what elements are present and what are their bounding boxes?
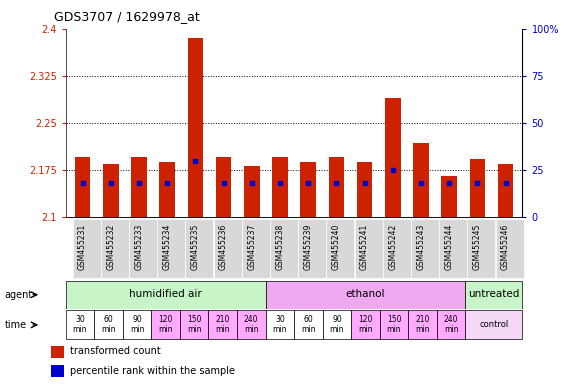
Text: GSM455233: GSM455233: [135, 223, 143, 270]
Bar: [188, 38, 203, 217]
Text: 60
min: 60 min: [101, 315, 116, 334]
Text: 120
min: 120 min: [158, 315, 173, 334]
Text: ethanol: ethanol: [345, 289, 385, 299]
Bar: [66, 281, 266, 309]
Text: time: time: [5, 320, 27, 330]
Bar: [496, 219, 524, 278]
Bar: [380, 311, 408, 339]
Bar: [73, 219, 100, 278]
Bar: [498, 164, 513, 217]
Bar: [385, 98, 400, 217]
Bar: [214, 219, 242, 278]
Bar: [383, 219, 411, 278]
Text: 210
min: 210 min: [215, 315, 230, 334]
Bar: [100, 219, 128, 278]
Bar: [237, 311, 266, 339]
Bar: [216, 157, 231, 217]
Bar: [242, 219, 270, 278]
Bar: [266, 311, 294, 339]
Text: humidified air: humidified air: [129, 289, 202, 299]
Bar: [208, 311, 237, 339]
Text: GSM455245: GSM455245: [473, 223, 482, 270]
Text: GSM455235: GSM455235: [191, 223, 200, 270]
Text: 90
min: 90 min: [130, 315, 144, 334]
Text: 120
min: 120 min: [358, 315, 373, 334]
Bar: [103, 164, 119, 217]
Text: percentile rank within the sample: percentile rank within the sample: [70, 366, 235, 376]
Bar: [351, 311, 380, 339]
Text: 60
min: 60 min: [301, 315, 316, 334]
Bar: [51, 346, 64, 358]
Text: GSM455240: GSM455240: [332, 223, 341, 270]
Bar: [355, 219, 383, 278]
Bar: [151, 311, 180, 339]
Bar: [270, 219, 298, 278]
Text: GSM455236: GSM455236: [219, 223, 228, 270]
Text: GSM455231: GSM455231: [78, 223, 87, 270]
Bar: [159, 162, 175, 217]
Bar: [131, 157, 147, 217]
Text: GSM455234: GSM455234: [163, 223, 172, 270]
Bar: [328, 157, 344, 217]
Bar: [186, 219, 214, 278]
Bar: [272, 157, 288, 217]
Bar: [441, 176, 457, 217]
Text: 240
min: 240 min: [444, 315, 459, 334]
Text: GDS3707 / 1629978_at: GDS3707 / 1629978_at: [54, 10, 200, 23]
Bar: [465, 281, 522, 309]
Bar: [75, 157, 90, 217]
Text: GSM455232: GSM455232: [106, 223, 115, 270]
Bar: [437, 311, 465, 339]
Bar: [51, 365, 64, 377]
Bar: [66, 311, 94, 339]
Text: 240
min: 240 min: [244, 315, 259, 334]
Bar: [129, 219, 157, 278]
Text: 30
min: 30 min: [272, 315, 287, 334]
Text: GSM455237: GSM455237: [247, 223, 256, 270]
Text: GSM455242: GSM455242: [388, 223, 397, 270]
Bar: [300, 162, 316, 217]
Text: GSM455239: GSM455239: [304, 223, 313, 270]
Bar: [411, 219, 439, 278]
Bar: [94, 311, 123, 339]
Text: GSM455238: GSM455238: [275, 223, 284, 270]
Bar: [294, 311, 323, 339]
Text: 30
min: 30 min: [73, 315, 87, 334]
Bar: [439, 219, 467, 278]
Bar: [465, 311, 522, 339]
Text: transformed count: transformed count: [70, 346, 160, 356]
Text: GSM455244: GSM455244: [445, 223, 453, 270]
Bar: [298, 219, 326, 278]
Bar: [408, 311, 437, 339]
Text: GSM455246: GSM455246: [501, 223, 510, 270]
Bar: [157, 219, 185, 278]
Bar: [244, 166, 260, 217]
Bar: [469, 159, 485, 217]
Text: 90
min: 90 min: [329, 315, 344, 334]
Text: 210
min: 210 min: [415, 315, 430, 334]
Text: untreated: untreated: [468, 289, 520, 299]
Text: 150
min: 150 min: [187, 315, 202, 334]
Bar: [123, 311, 151, 339]
Text: GSM455241: GSM455241: [360, 223, 369, 270]
Bar: [413, 143, 429, 217]
Bar: [357, 162, 372, 217]
Bar: [467, 219, 495, 278]
Text: control: control: [479, 320, 509, 329]
Bar: [327, 219, 355, 278]
Text: agent: agent: [5, 290, 33, 300]
Bar: [180, 311, 208, 339]
Text: GSM455243: GSM455243: [416, 223, 425, 270]
Bar: [266, 281, 465, 309]
Text: 150
min: 150 min: [387, 315, 401, 334]
Bar: [323, 311, 351, 339]
